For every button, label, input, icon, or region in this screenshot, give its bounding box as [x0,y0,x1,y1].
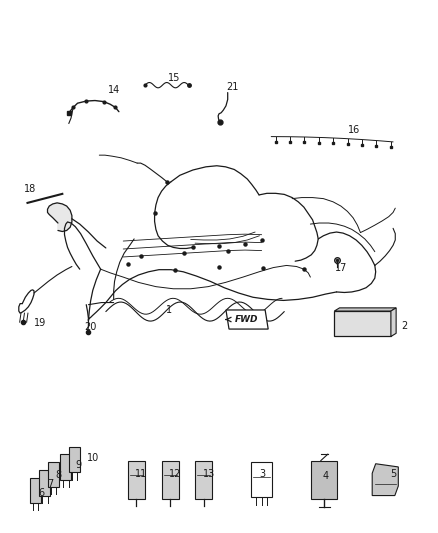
Bar [39,470,50,496]
Text: 2: 2 [401,321,407,331]
Text: 4: 4 [322,471,328,481]
Text: 3: 3 [259,470,265,479]
Bar [162,461,179,499]
Text: FWD: FWD [235,315,258,324]
Polygon shape [47,203,72,231]
Text: 8: 8 [56,470,62,480]
Bar [128,461,145,499]
Text: 15: 15 [169,73,181,83]
Bar [251,463,272,497]
Text: 1: 1 [166,305,172,315]
Text: 18: 18 [24,183,36,193]
Text: 7: 7 [47,479,53,489]
Polygon shape [226,310,268,329]
Text: 5: 5 [390,470,396,479]
Text: 20: 20 [85,322,97,333]
Text: 17: 17 [335,263,347,272]
Text: 11: 11 [134,470,147,479]
Text: 12: 12 [170,470,182,479]
Polygon shape [334,308,396,311]
Bar [334,311,391,336]
Text: 9: 9 [76,461,82,470]
Bar [195,461,212,499]
Bar [30,478,41,503]
Bar [48,462,59,487]
Text: 14: 14 [108,85,120,95]
Text: 21: 21 [226,82,238,92]
Text: 6: 6 [39,488,45,498]
Bar [69,447,80,472]
Bar [60,454,71,480]
Text: 16: 16 [348,125,360,135]
Text: 19: 19 [35,318,47,328]
Text: 13: 13 [203,470,215,479]
Polygon shape [391,308,396,336]
Text: 10: 10 [87,454,99,463]
Bar [311,461,337,499]
Polygon shape [372,464,398,496]
